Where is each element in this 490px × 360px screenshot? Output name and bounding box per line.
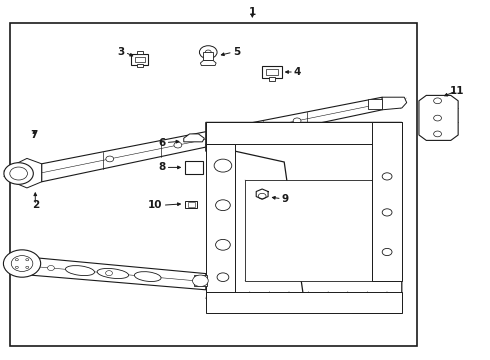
Bar: [206, 292, 402, 313]
Circle shape: [434, 131, 441, 137]
Text: 7: 7: [30, 130, 38, 140]
Bar: [245, 180, 372, 281]
Bar: [203, 52, 213, 60]
Circle shape: [105, 271, 113, 276]
Bar: [269, 77, 275, 81]
Ellipse shape: [97, 269, 128, 279]
Circle shape: [214, 159, 232, 172]
Circle shape: [106, 156, 114, 162]
Circle shape: [258, 193, 266, 199]
Bar: [185, 201, 197, 208]
Text: 1: 1: [249, 7, 256, 17]
Circle shape: [242, 129, 250, 134]
Circle shape: [3, 250, 41, 277]
Polygon shape: [42, 97, 382, 182]
Circle shape: [293, 118, 301, 124]
Circle shape: [15, 266, 18, 269]
Circle shape: [174, 142, 182, 148]
Polygon shape: [200, 60, 216, 66]
Polygon shape: [184, 134, 204, 142]
Text: 9: 9: [282, 194, 289, 204]
Circle shape: [434, 98, 441, 104]
Text: 2: 2: [32, 200, 39, 210]
Bar: [135, 57, 145, 62]
Bar: [368, 99, 382, 109]
Bar: [137, 51, 143, 54]
Text: 10: 10: [148, 200, 163, 210]
Bar: [137, 64, 143, 67]
Circle shape: [15, 258, 18, 261]
Circle shape: [216, 200, 230, 211]
Text: 3: 3: [118, 47, 125, 57]
Polygon shape: [419, 95, 458, 140]
Circle shape: [10, 167, 27, 180]
Circle shape: [4, 163, 33, 184]
Bar: [372, 122, 402, 281]
Circle shape: [193, 275, 208, 287]
Polygon shape: [382, 97, 407, 110]
Circle shape: [217, 273, 229, 282]
Ellipse shape: [66, 266, 95, 275]
Circle shape: [216, 239, 230, 250]
Circle shape: [189, 164, 199, 171]
Text: 11: 11: [450, 86, 465, 96]
Circle shape: [371, 101, 379, 107]
Bar: [131, 54, 148, 65]
Bar: [188, 202, 195, 207]
Text: 5: 5: [233, 47, 240, 57]
Bar: [10, 23, 416, 346]
Bar: [266, 69, 278, 75]
Bar: [194, 275, 207, 286]
Text: 6: 6: [158, 138, 166, 148]
Polygon shape: [12, 256, 206, 290]
Circle shape: [382, 248, 392, 256]
Ellipse shape: [134, 272, 161, 282]
Bar: [206, 144, 235, 299]
Bar: [262, 66, 282, 78]
Circle shape: [26, 266, 29, 269]
Bar: [206, 122, 402, 144]
Bar: [185, 161, 203, 174]
Circle shape: [26, 258, 29, 261]
Polygon shape: [206, 122, 402, 313]
Polygon shape: [12, 158, 42, 188]
Circle shape: [434, 115, 441, 121]
Circle shape: [11, 256, 33, 271]
Circle shape: [382, 173, 392, 180]
Circle shape: [48, 266, 54, 271]
Circle shape: [382, 209, 392, 216]
Circle shape: [205, 50, 211, 54]
Circle shape: [199, 46, 217, 59]
Text: 4: 4: [294, 67, 301, 77]
Text: 8: 8: [158, 162, 166, 172]
